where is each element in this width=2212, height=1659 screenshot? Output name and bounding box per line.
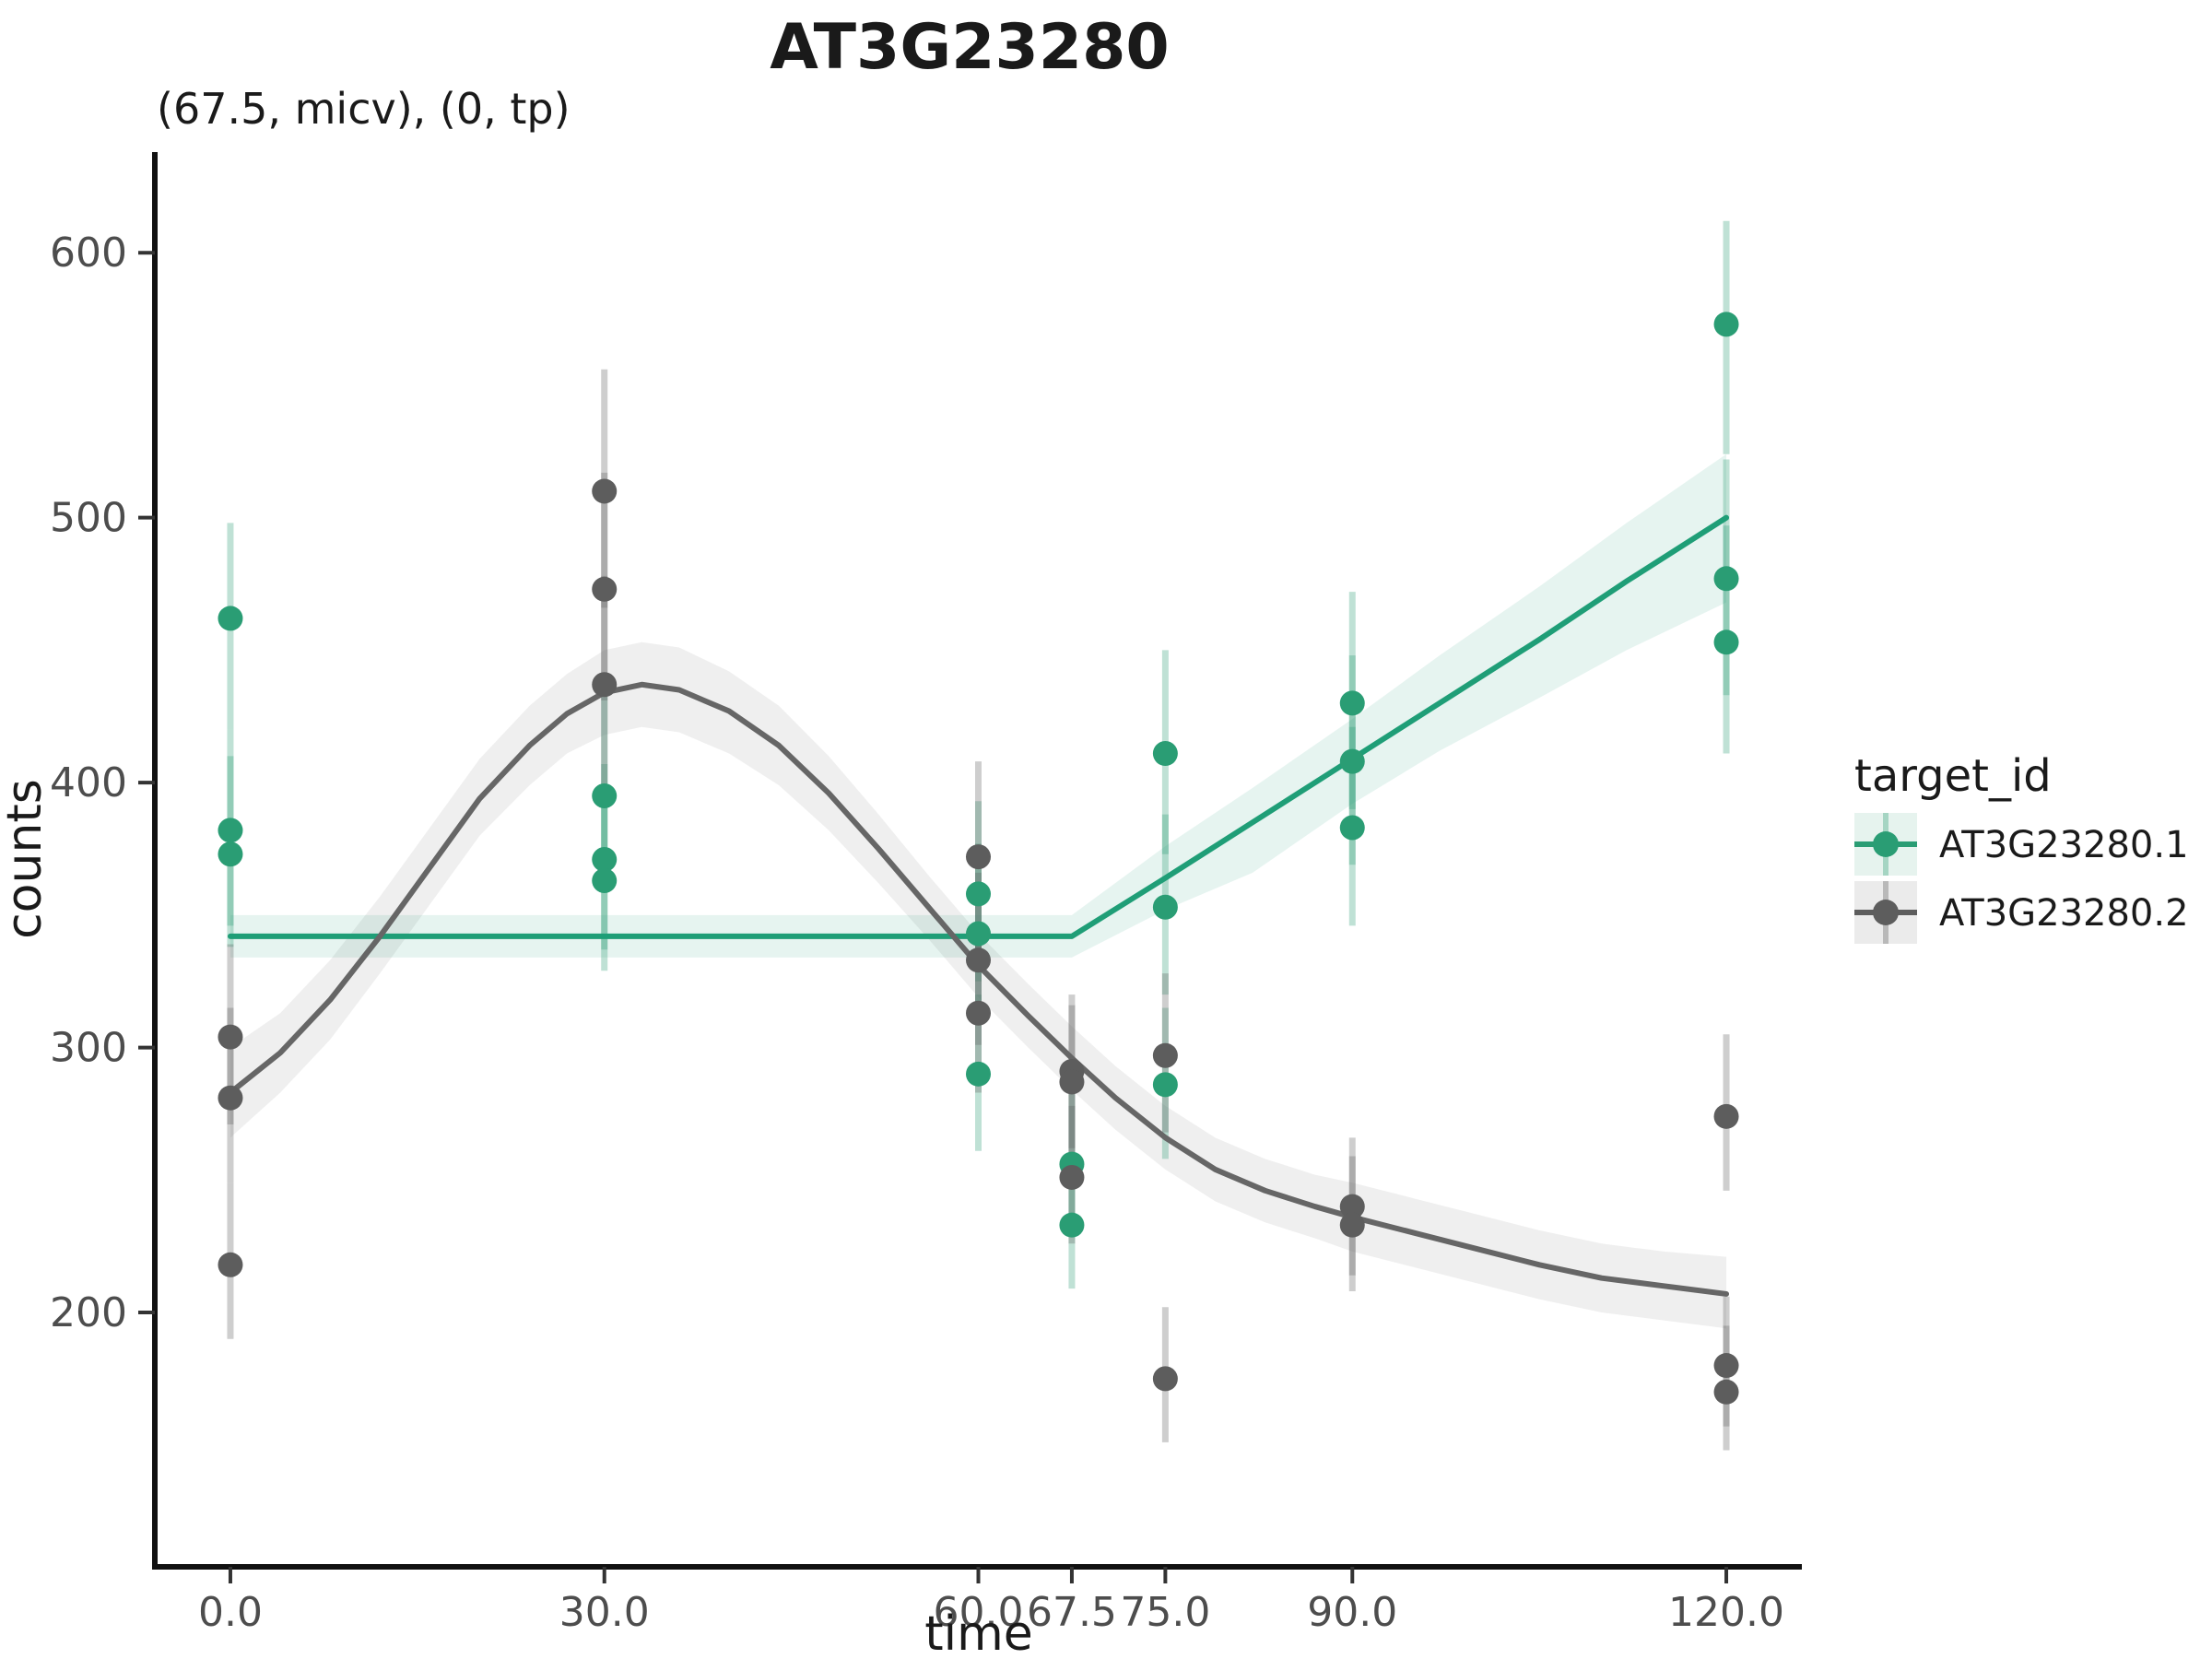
x-tick-label: 120.0 [1668,1589,1784,1636]
x-tick-label: 30.0 [559,1589,650,1636]
data-point-AT3G23280.2 [592,478,618,504]
chart-subtitle: (67.5, micv), (0, tp) [157,84,571,134]
data-points [218,312,1739,1405]
data-point-AT3G23280.2 [1059,1069,1085,1095]
x-tick-label: 90.0 [1307,1589,1397,1636]
data-point-AT3G23280.2 [1339,1212,1365,1238]
data-point-AT3G23280.1 [1339,690,1365,716]
legend-entry-1: AT3G23280.1 [1854,813,2189,876]
data-point-AT3G23280.2 [1339,1194,1365,1219]
y-axis-ticks: 200 300 400 500 600 [50,229,155,1336]
data-point-AT3G23280.1 [1152,741,1178,767]
data-point-AT3G23280.2 [218,1024,243,1050]
trend-line-AT3G23280.2 [227,681,1730,1297]
x-tick-label: 0.0 [198,1589,263,1636]
y-tick-label: 200 [50,1289,127,1336]
data-point-AT3G23280.1 [1339,815,1365,841]
data-point-AT3G23280.1 [592,867,618,893]
legend-label-2: AT3G23280.2 [1939,892,2189,935]
data-point-AT3G23280.1 [218,818,243,843]
data-point-AT3G23280.1 [1713,629,1739,655]
data-point-AT3G23280.1 [1152,1072,1178,1098]
y-tick-label: 600 [50,229,127,276]
x-axis-ticks: 0.0 30.0 60.0 67.5 75.0 90.0 120.0 [198,1567,1784,1636]
y-tick-label: 300 [50,1025,127,1072]
x-tick-label: 75.0 [1120,1589,1210,1636]
data-point-AT3G23280.2 [966,947,991,973]
data-point-AT3G23280.2 [966,844,991,870]
x-tick-label: 60.0 [934,1589,1024,1636]
data-point-AT3G23280.2 [1713,1353,1739,1379]
data-point-AT3G23280.1 [966,1061,991,1087]
data-point-AT3G23280.2 [1059,1164,1085,1190]
data-point-AT3G23280.1 [592,783,618,809]
y-tick-label: 500 [50,495,127,542]
data-point-AT3G23280.1 [1713,312,1739,337]
y-axis-title: counts [0,779,53,939]
data-point-AT3G23280.1 [966,881,991,907]
legend-label-1: AT3G23280.1 [1939,824,2189,866]
data-point-AT3G23280.2 [218,1252,243,1277]
data-point-AT3G23280.1 [1152,894,1178,920]
legend: target_id AT3G23280.1 AT3G23280.2 [1854,750,2189,944]
data-point-AT3G23280.1 [1059,1212,1085,1238]
x-tick-label: 67.5 [1027,1589,1117,1636]
smooth-ribbon-AT3G23280.2 [229,641,1727,1329]
data-point-AT3G23280.2 [1152,1366,1178,1392]
data-point-AT3G23280.2 [592,672,618,698]
legend-point-glyph-2 [1873,900,1899,925]
legend-point-glyph-1 [1873,831,1899,857]
confidence-ribbons [229,453,1727,1329]
data-point-AT3G23280.2 [1713,1379,1739,1405]
data-point-AT3G23280.2 [966,1000,991,1026]
data-point-AT3G23280.2 [1713,1103,1739,1129]
legend-title: target_id [1854,750,2052,802]
data-point-AT3G23280.1 [1713,566,1739,592]
data-point-AT3G23280.2 [592,576,618,602]
chart-title: AT3G23280 [770,11,1169,84]
data-point-AT3G23280.1 [218,606,243,631]
legend-entry-2: AT3G23280.2 [1854,881,2189,944]
y-tick-label: 400 [50,759,127,806]
x-axis-title: time [924,1606,1032,1659]
data-point-AT3G23280.1 [592,847,618,872]
data-point-AT3G23280.1 [966,921,991,947]
data-point-AT3G23280.1 [218,841,243,867]
data-point-AT3G23280.1 [1339,748,1365,774]
data-point-AT3G23280.2 [218,1085,243,1111]
smooth-ribbon-AT3G23280.1 [229,453,1727,958]
data-point-AT3G23280.2 [1152,1042,1178,1068]
